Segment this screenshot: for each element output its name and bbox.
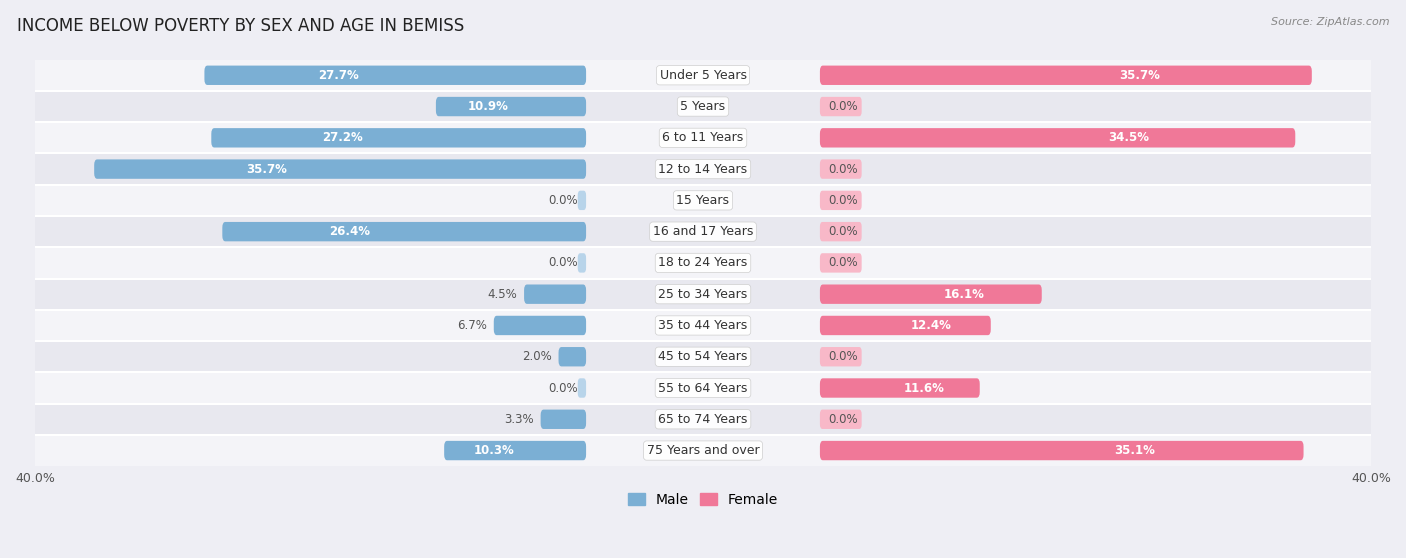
Text: 25 to 34 Years: 25 to 34 Years: [658, 288, 748, 301]
FancyBboxPatch shape: [820, 316, 991, 335]
FancyBboxPatch shape: [541, 410, 586, 429]
Text: 0.0%: 0.0%: [828, 162, 858, 176]
Text: 0.0%: 0.0%: [548, 382, 578, 395]
FancyBboxPatch shape: [820, 160, 862, 179]
Bar: [35, 278, 1371, 310]
Text: 3.3%: 3.3%: [505, 413, 534, 426]
Text: 75 Years and over: 75 Years and over: [647, 444, 759, 457]
Bar: [35, 372, 1371, 403]
Text: 15 Years: 15 Years: [676, 194, 730, 207]
Text: 5 Years: 5 Years: [681, 100, 725, 113]
FancyBboxPatch shape: [820, 66, 1312, 85]
Bar: [35, 185, 1371, 216]
Text: 0.0%: 0.0%: [828, 225, 858, 238]
Text: 35.1%: 35.1%: [1114, 444, 1154, 457]
Text: 6.7%: 6.7%: [457, 319, 486, 332]
FancyBboxPatch shape: [436, 97, 586, 116]
Text: Under 5 Years: Under 5 Years: [659, 69, 747, 82]
Text: 26.4%: 26.4%: [329, 225, 370, 238]
Text: 55 to 64 Years: 55 to 64 Years: [658, 382, 748, 395]
FancyBboxPatch shape: [820, 191, 862, 210]
Bar: [35, 60, 1371, 91]
Text: 0.0%: 0.0%: [828, 100, 858, 113]
Text: 4.5%: 4.5%: [488, 288, 517, 301]
FancyBboxPatch shape: [494, 316, 586, 335]
Text: 0.0%: 0.0%: [828, 257, 858, 270]
FancyBboxPatch shape: [578, 191, 586, 210]
FancyBboxPatch shape: [820, 378, 980, 398]
Bar: [35, 91, 1371, 122]
Bar: [35, 403, 1371, 435]
Bar: [35, 247, 1371, 278]
FancyBboxPatch shape: [820, 285, 1042, 304]
Bar: [35, 122, 1371, 153]
FancyBboxPatch shape: [578, 378, 586, 398]
Text: 0.0%: 0.0%: [828, 350, 858, 363]
FancyBboxPatch shape: [820, 441, 1303, 460]
Text: 45 to 54 Years: 45 to 54 Years: [658, 350, 748, 363]
Legend: Male, Female: Male, Female: [623, 487, 783, 512]
FancyBboxPatch shape: [204, 66, 586, 85]
Text: 27.7%: 27.7%: [318, 69, 359, 82]
Text: 16 and 17 Years: 16 and 17 Years: [652, 225, 754, 238]
FancyBboxPatch shape: [444, 441, 586, 460]
Text: 0.0%: 0.0%: [548, 194, 578, 207]
FancyBboxPatch shape: [820, 253, 862, 273]
Bar: [35, 216, 1371, 247]
Text: 0.0%: 0.0%: [828, 413, 858, 426]
Text: 6 to 11 Years: 6 to 11 Years: [662, 131, 744, 145]
FancyBboxPatch shape: [820, 410, 862, 429]
Bar: [35, 435, 1371, 466]
Text: Source: ZipAtlas.com: Source: ZipAtlas.com: [1271, 17, 1389, 27]
FancyBboxPatch shape: [222, 222, 586, 242]
FancyBboxPatch shape: [524, 285, 586, 304]
FancyBboxPatch shape: [820, 222, 862, 242]
FancyBboxPatch shape: [558, 347, 586, 367]
Text: 2.0%: 2.0%: [522, 350, 551, 363]
Text: 12.4%: 12.4%: [911, 319, 952, 332]
FancyBboxPatch shape: [820, 347, 862, 367]
Text: 18 to 24 Years: 18 to 24 Years: [658, 257, 748, 270]
Text: 11.6%: 11.6%: [904, 382, 945, 395]
Text: 0.0%: 0.0%: [828, 194, 858, 207]
Bar: [35, 310, 1371, 341]
Text: 12 to 14 Years: 12 to 14 Years: [658, 162, 748, 176]
Bar: [35, 153, 1371, 185]
Text: 10.3%: 10.3%: [474, 444, 515, 457]
FancyBboxPatch shape: [820, 97, 862, 116]
Text: 35 to 44 Years: 35 to 44 Years: [658, 319, 748, 332]
Text: 27.2%: 27.2%: [322, 131, 363, 145]
FancyBboxPatch shape: [820, 128, 1295, 147]
Text: 35.7%: 35.7%: [246, 162, 287, 176]
Text: 34.5%: 34.5%: [1108, 131, 1149, 145]
Text: 65 to 74 Years: 65 to 74 Years: [658, 413, 748, 426]
FancyBboxPatch shape: [211, 128, 586, 147]
Text: INCOME BELOW POVERTY BY SEX AND AGE IN BEMISS: INCOME BELOW POVERTY BY SEX AND AGE IN B…: [17, 17, 464, 35]
Bar: [35, 341, 1371, 372]
FancyBboxPatch shape: [94, 160, 586, 179]
Text: 0.0%: 0.0%: [548, 257, 578, 270]
FancyBboxPatch shape: [578, 253, 586, 273]
Text: 10.9%: 10.9%: [468, 100, 509, 113]
Text: 35.7%: 35.7%: [1119, 69, 1160, 82]
Text: 16.1%: 16.1%: [943, 288, 984, 301]
